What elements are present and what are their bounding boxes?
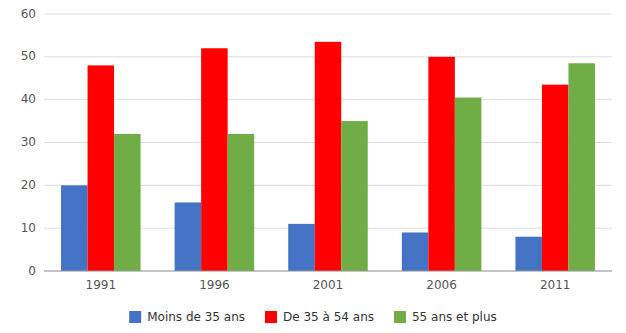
legend-label: 55 ans et plus: [412, 310, 497, 324]
legend-label: De 35 à 54 ans: [283, 310, 374, 324]
legend: Moins de 35 ans De 35 à 54 ans 55 ans et p…: [129, 310, 497, 324]
bar: [315, 42, 342, 271]
legend-label: Moins de 35 ans: [147, 310, 245, 324]
bar: [175, 202, 202, 271]
bar: [114, 134, 141, 271]
y-tick-label: 40: [21, 92, 36, 106]
grid: [44, 14, 612, 271]
bar: [455, 98, 482, 271]
bar: [568, 63, 595, 271]
y-tick-label: 30: [21, 135, 36, 149]
legend-swatch: [129, 311, 141, 323]
bar: [201, 48, 228, 271]
x-tick-label: 2006: [426, 278, 457, 292]
grid-line: [44, 271, 612, 272]
legend-swatch: [265, 311, 277, 323]
grid-line: [44, 14, 612, 15]
y-tick-label: 10: [21, 221, 36, 235]
bar: [542, 85, 569, 271]
bar: [341, 121, 368, 271]
x-axis-line: [44, 271, 612, 272]
bar: [288, 224, 315, 271]
y-tick-label: 60: [21, 7, 36, 21]
x-tick-label: 2011: [540, 278, 571, 292]
legend-swatch: [394, 311, 406, 323]
x-tick-label: 1996: [199, 278, 230, 292]
y-tick-label: 50: [21, 49, 36, 63]
y-tick-label: 20: [21, 178, 36, 192]
bar: [61, 185, 88, 271]
x-tick-label: 2001: [313, 278, 344, 292]
bar: [428, 57, 455, 271]
bar: [402, 232, 429, 271]
chart: 0 10 20 30 40 50 60 1991 1996 2001 2006 2011 Moins d…: [0, 0, 626, 333]
bar: [88, 65, 115, 271]
bar: [228, 134, 255, 271]
x-tick-label: 1991: [86, 278, 117, 292]
bars: [61, 42, 595, 271]
y-tick-label: 0: [28, 264, 36, 278]
bar: [515, 237, 542, 271]
